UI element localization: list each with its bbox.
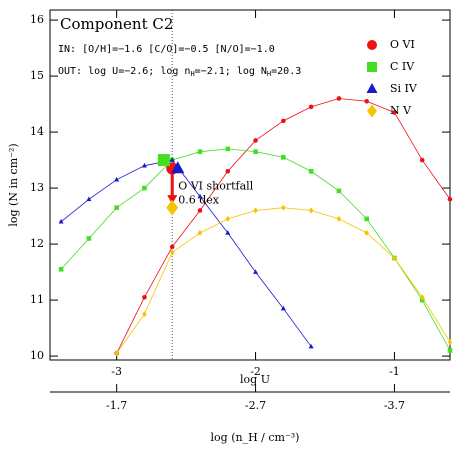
data-point: [197, 149, 203, 154]
data-point: [114, 176, 120, 182]
legend-marker: [367, 62, 377, 72]
legend-marker: [367, 40, 377, 50]
data-point: [253, 269, 259, 274]
data-point: [197, 208, 203, 213]
x2-tick-label: -3.7: [384, 399, 405, 412]
data-point: [392, 110, 397, 115]
y-tick-label: 16: [30, 13, 44, 26]
data-point: [336, 215, 342, 222]
info-out-part: =−2.1; log N: [195, 66, 267, 77]
data-point: [169, 249, 175, 256]
series-line: [116, 98, 451, 354]
info-out-part: =20.3: [271, 66, 301, 77]
data-point: [225, 146, 231, 152]
data-point: [169, 244, 175, 250]
x-tick-label: -2: [250, 365, 261, 378]
info-in: IN: [O/H]=−1.6 [C/O]=−0.5 [N/O]=−1.0: [58, 44, 275, 55]
data-point: [225, 215, 231, 222]
y-tick-label: 10: [30, 349, 44, 362]
info-out-sub: H: [190, 70, 194, 78]
legend-label: Si IV: [390, 82, 418, 95]
x-tick-label: -1: [389, 365, 400, 378]
series-line: [116, 207, 451, 354]
data-point: [58, 266, 64, 272]
data-point: [142, 185, 147, 191]
y-tick-label: 15: [30, 69, 44, 82]
data-point: [281, 118, 286, 124]
data-point: [225, 168, 231, 174]
annotation: O VI shortfall: [178, 179, 253, 192]
info-out-sub: H: [267, 70, 271, 78]
observed-point: [171, 161, 185, 174]
data-point: [141, 162, 147, 168]
legend-label: C IV: [390, 60, 415, 73]
data-point: [308, 343, 314, 349]
series-line: [60, 159, 312, 347]
arrow-head: [167, 195, 178, 205]
data-point: [142, 294, 147, 300]
data-point: [364, 98, 369, 104]
data-point: [197, 229, 203, 236]
data-point: [142, 311, 147, 318]
legend-marker: [367, 104, 377, 118]
data-point: [225, 230, 231, 235]
y-tick-label: 12: [30, 237, 44, 250]
chart-title: Component C2: [60, 15, 173, 33]
annotation: 0.6 dex: [178, 193, 220, 206]
y-tick-label: 13: [30, 181, 44, 194]
data-point: [364, 216, 369, 222]
x-tick-label: -3: [111, 365, 122, 378]
x2-axis-label: log (n_H / cm⁻³): [211, 431, 300, 444]
y-tick-label: 11: [30, 293, 44, 306]
data-point: [447, 348, 453, 353]
data-point: [253, 207, 258, 214]
data-point: [447, 339, 453, 346]
data-point: [308, 168, 314, 174]
series-line: [60, 148, 451, 351]
data-point: [280, 305, 286, 311]
info-out: OUT: log U=−2.6; log nH=−2.1; log NH=20.…: [58, 66, 301, 78]
data-point: [114, 205, 119, 210]
data-point: [419, 294, 425, 301]
data-point: [253, 138, 258, 143]
y-axis-label: log (N in cm⁻²): [7, 143, 20, 226]
data-point: [169, 157, 175, 162]
data-point: [281, 154, 286, 160]
data-point: [253, 149, 258, 154]
observed-point: [166, 199, 179, 216]
data-point: [114, 350, 119, 357]
data-point: [281, 204, 286, 211]
x2-tick-label: -1.7: [106, 399, 127, 412]
data-point: [419, 157, 425, 163]
data-point: [447, 196, 453, 202]
data-point: [308, 207, 314, 214]
data-point: [86, 236, 92, 241]
y-tick-label: 14: [30, 125, 44, 138]
legend-marker: [366, 83, 378, 93]
data-point: [197, 193, 203, 199]
data-point: [336, 96, 342, 101]
observed-point: [157, 154, 170, 167]
data-point: [392, 255, 397, 262]
data-point: [308, 104, 314, 110]
info-out-part: OUT: log U=−2.6; log n: [58, 66, 190, 77]
legend-label: N V: [390, 104, 412, 117]
data-point: [86, 196, 92, 202]
data-point: [364, 229, 369, 236]
plot-frame: [49, 9, 451, 361]
x2-tick-label: -2.7: [245, 399, 266, 412]
data-point: [336, 188, 342, 194]
data-point: [58, 218, 64, 224]
legend-label: O VI: [390, 38, 415, 51]
x-axis-label: log U: [240, 373, 270, 386]
